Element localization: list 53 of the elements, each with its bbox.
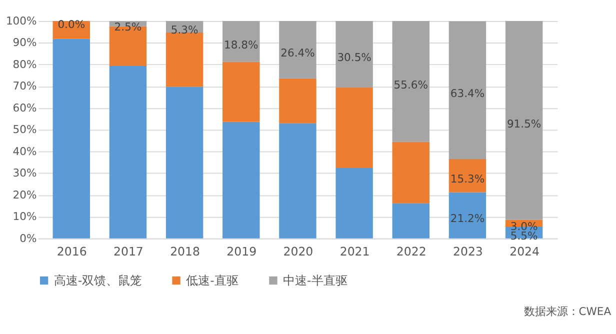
bar — [279, 20, 316, 78]
bar — [109, 66, 147, 238]
legend-label: 高速-双馈、鼠笼 — [54, 273, 142, 288]
y-tick-label: 20% — [12, 188, 37, 202]
bar — [279, 78, 316, 124]
data-label: 63.4% — [450, 86, 485, 100]
legend-label: 低速-直驱 — [186, 273, 238, 288]
x-tick-label: 2017 — [114, 244, 144, 259]
y-tick-label: 100% — [6, 14, 37, 28]
y-tick-label: 80% — [12, 58, 37, 71]
x-tick-label: 2016 — [56, 244, 87, 259]
bar — [166, 86, 204, 238]
bar — [222, 122, 260, 238]
x-tick-label: 2023 — [453, 244, 483, 259]
data-label: 91.5% — [506, 117, 542, 130]
bar — [448, 159, 486, 192]
x-tick-label: 2021 — [340, 244, 370, 259]
y-tick-label: 70% — [12, 80, 37, 93]
data-label: 26.4% — [280, 46, 315, 60]
bar — [279, 123, 316, 238]
bar — [52, 38, 90, 238]
bar — [392, 203, 430, 238]
source-note: 数据来源：CWEA — [524, 304, 612, 318]
bar — [392, 142, 430, 204]
bar — [336, 168, 373, 238]
bar — [392, 20, 430, 142]
bar — [448, 21, 486, 160]
bar — [336, 87, 373, 168]
x-tick-label: 2024 — [510, 244, 540, 259]
y-tick-label: 30% — [12, 166, 37, 180]
bar — [222, 20, 260, 62]
bar — [505, 20, 543, 220]
legend-label: 中速-半直驱 — [283, 273, 348, 288]
y-tick-label: 60% — [12, 101, 37, 114]
data-label: 18.8% — [224, 38, 258, 52]
y-tick-label: 40% — [12, 144, 37, 158]
data-label: 55.6% — [394, 78, 428, 92]
data-label: 15.3% — [450, 172, 485, 186]
x-tick-label: 2020 — [283, 244, 314, 259]
bar — [448, 192, 486, 238]
bar — [336, 20, 373, 88]
bar — [166, 32, 204, 87]
x-tick-label: 2018 — [170, 244, 200, 259]
y-tick-label: 50% — [12, 123, 37, 136]
data-label: 30.5% — [337, 50, 372, 64]
x-tick-label: 2022 — [396, 244, 426, 259]
data-label: 0.0% — [58, 18, 86, 31]
x-tick-label: 2019 — [226, 244, 257, 259]
bar — [222, 62, 260, 122]
data-label: 21.2% — [450, 212, 485, 226]
y-tick-label: 10% — [12, 210, 37, 224]
y-tick-label: 90% — [12, 36, 37, 50]
y-tick-label: 0% — [20, 232, 37, 245]
